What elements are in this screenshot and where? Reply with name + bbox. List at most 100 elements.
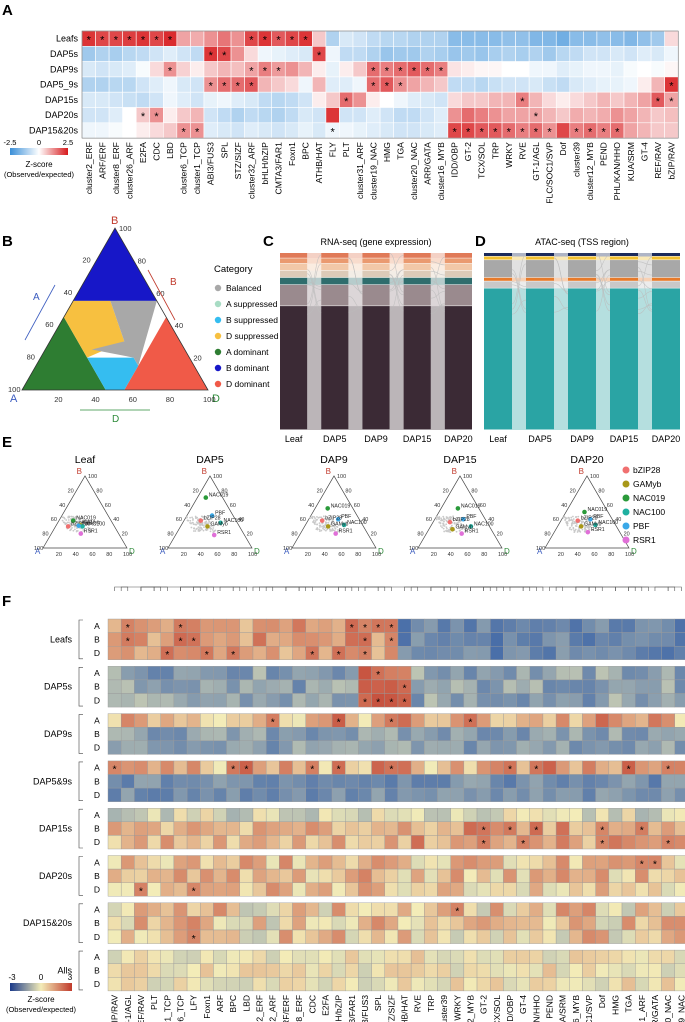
heatmap-f-cell xyxy=(345,740,359,755)
alluvial-crossing xyxy=(595,269,611,291)
alluvial-crossing xyxy=(511,281,527,287)
alluvial-flow xyxy=(348,306,363,430)
heatmap-f-cell xyxy=(318,963,333,978)
heatmap-f-cell xyxy=(569,808,583,823)
heatmap-f-cell xyxy=(516,727,530,742)
heatmap-f-cell xyxy=(397,963,412,978)
tick-b: 40 xyxy=(175,321,183,330)
background-point xyxy=(69,529,71,532)
heatmap-cell xyxy=(298,122,313,139)
tf-point-label: NAC019 xyxy=(461,503,481,509)
alluvial-block xyxy=(526,281,554,288)
alluvial-block xyxy=(280,284,308,306)
facet-triangle xyxy=(42,475,128,549)
alluvial-crossing xyxy=(389,252,404,293)
heatmap-f-cell xyxy=(674,916,685,931)
heatmap-f-cell xyxy=(213,916,227,931)
heatmap-f-cell xyxy=(213,855,227,870)
heatmap-f-cell xyxy=(345,787,359,802)
column-label-15: Foxn1 xyxy=(287,142,297,166)
heatmap-cell xyxy=(610,76,625,93)
tf-point-label: GAMyb xyxy=(584,521,601,527)
heatmap-cell xyxy=(461,91,476,108)
heatmap-f-cell xyxy=(555,679,570,694)
heatmap-f-cell xyxy=(582,929,596,944)
heatmap-f-cell xyxy=(503,882,517,897)
row-group-bracket xyxy=(78,714,83,754)
background-point xyxy=(197,526,200,529)
heatmap-f-cell xyxy=(200,929,214,944)
background-point xyxy=(311,517,314,520)
facet-tick-b: 60 xyxy=(480,503,486,509)
heatmap-cell xyxy=(339,45,354,62)
heatmap-f-cell xyxy=(648,727,662,742)
heatmap-f-cell xyxy=(450,916,465,931)
facet-title-4: DAP20 xyxy=(570,454,603,466)
heatmap-cell xyxy=(352,30,367,47)
background-point xyxy=(71,526,73,529)
heatmap-f-cell xyxy=(424,882,438,897)
heatmap-cell xyxy=(637,107,652,124)
heatmap-f-cell xyxy=(226,787,240,802)
heatmap-f-cell xyxy=(516,693,530,708)
alluvial-block xyxy=(568,253,596,257)
dendrogram-branch xyxy=(628,586,643,591)
heatmap-f-cell xyxy=(226,821,240,836)
heatmap-f-cell xyxy=(160,632,175,647)
heatmap-f-cell xyxy=(213,760,227,775)
subgenome-label: D xyxy=(94,979,100,989)
alluvial-flow xyxy=(512,288,526,430)
column-f-label-13: ARF/ERF xyxy=(281,995,291,1022)
heatmap-f-cell xyxy=(450,963,465,978)
heatmap-cell xyxy=(352,107,367,124)
heatmap-f-cell xyxy=(490,618,504,633)
column-f-label-2: REF/RAV xyxy=(136,995,146,1022)
heatmap-f-cell xyxy=(358,902,372,917)
facet-tick-b: 60 xyxy=(354,503,360,509)
column-f-label-42: cluster20_NAC xyxy=(663,995,673,1022)
background-point xyxy=(445,519,448,522)
heatmap-cell xyxy=(569,91,584,108)
background-point xyxy=(331,529,334,532)
background-point xyxy=(443,525,446,527)
column-f-label-12: cluster32_ARF xyxy=(268,995,278,1022)
heatmap-f-cell xyxy=(160,787,175,802)
heatmap-f-cell xyxy=(555,835,570,850)
heatmap-f-cell xyxy=(582,740,596,755)
background-point xyxy=(442,517,445,520)
region-b-suppressed xyxy=(87,357,139,390)
heatmap-f-cell xyxy=(200,787,214,802)
heatmap-f-cell xyxy=(450,929,465,944)
heatmap-f-cell xyxy=(120,949,135,964)
heatmap-f-cell xyxy=(463,727,478,742)
alluvial-crossing xyxy=(306,263,322,310)
heatmap-f-cell xyxy=(226,949,240,964)
heatmap-f-cell xyxy=(200,821,214,836)
heatmap-f-cell xyxy=(239,949,254,964)
heatmap-f-cell xyxy=(239,868,254,883)
heatmap-cell xyxy=(312,91,327,108)
background-point xyxy=(327,517,330,519)
heatmap-f-cell xyxy=(674,949,685,964)
heatmap-f-cell xyxy=(305,774,320,789)
heatmap-f-cell xyxy=(555,787,570,802)
heatmap-f-cell xyxy=(107,949,122,964)
heatmap-f-cell xyxy=(252,902,267,917)
facet-triangle xyxy=(167,475,253,549)
heatmap-cell xyxy=(271,91,286,108)
heatmap-f-cell xyxy=(200,774,214,789)
heatmap-f-cell xyxy=(516,632,530,647)
tick-b: 80 xyxy=(138,256,146,265)
tf-point-label: NAC019 xyxy=(76,516,96,522)
heatmap-f-cell xyxy=(200,949,214,964)
background-point xyxy=(330,523,332,526)
alluvial-flow xyxy=(307,306,322,430)
facet-vertex-b: B xyxy=(452,467,457,476)
heatmap-f-cell xyxy=(450,646,465,661)
heatmap-f-cell xyxy=(569,916,583,931)
heatmap-f-cell xyxy=(173,963,188,978)
dendrogram-branch xyxy=(259,586,274,591)
heatmap-f-cell xyxy=(239,713,254,728)
background-point xyxy=(73,528,76,531)
heatmap-f-cell xyxy=(437,963,451,978)
